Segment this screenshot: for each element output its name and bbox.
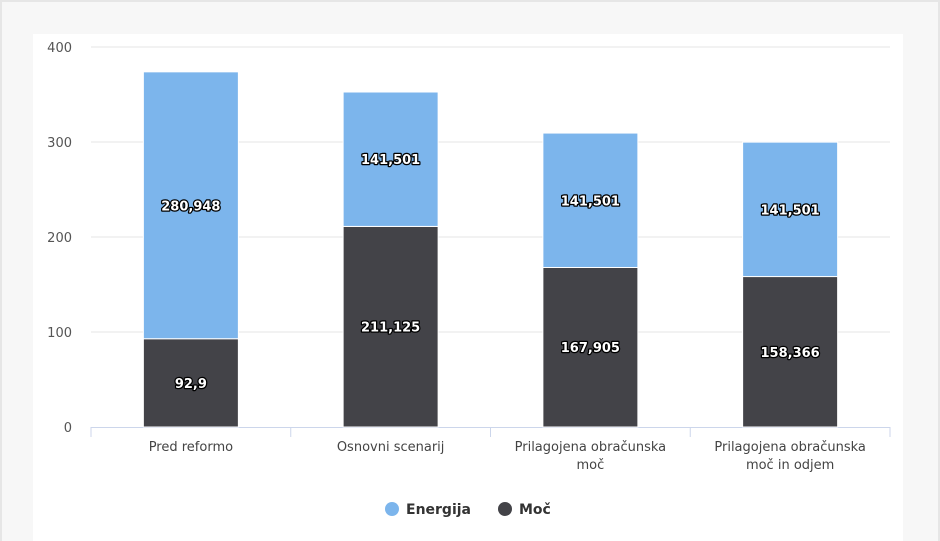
data-label: 141,501 [361,153,420,168]
y-tick-label: 300 [47,136,72,151]
bar-energija [142,71,239,340]
y-tick-label: 100 [47,326,72,341]
legend-label: Moč [519,502,551,518]
y-tick-label: 0 [64,421,72,436]
x-category-label: Osnovni scenarij [337,440,445,455]
bar-moc [542,266,639,428]
x-category-label: Prilagojena obračunska [515,440,666,455]
bar-energija [742,141,839,278]
bar-moc [342,225,439,428]
x-category-label: moč [576,458,604,473]
y-tick-label: 200 [47,231,72,246]
data-label: 211,125 [361,321,420,336]
x-category-label: Pred reformo [149,440,233,455]
legend-label: Energija [406,502,471,518]
bar-moc [142,338,239,428]
bar-energija [542,132,639,268]
y-tick-label: 400 [47,41,72,56]
data-label: 280,948 [161,199,220,214]
legend-marker [385,502,399,516]
legend-item-0[interactable]: Energija [385,502,471,518]
data-label: 158,366 [761,346,820,361]
x-category-label: Prilagojena obračunska [714,440,865,455]
legend-item-1[interactable]: Moč [498,502,551,518]
data-label: 141,501 [761,203,820,218]
x-category-label: moč in odjem [746,458,834,473]
bar-energija [342,91,439,227]
data-label: 92,9 [175,377,207,392]
data-label: 167,905 [561,341,620,356]
legend-marker [498,502,512,516]
data-label: 141,501 [561,194,620,209]
